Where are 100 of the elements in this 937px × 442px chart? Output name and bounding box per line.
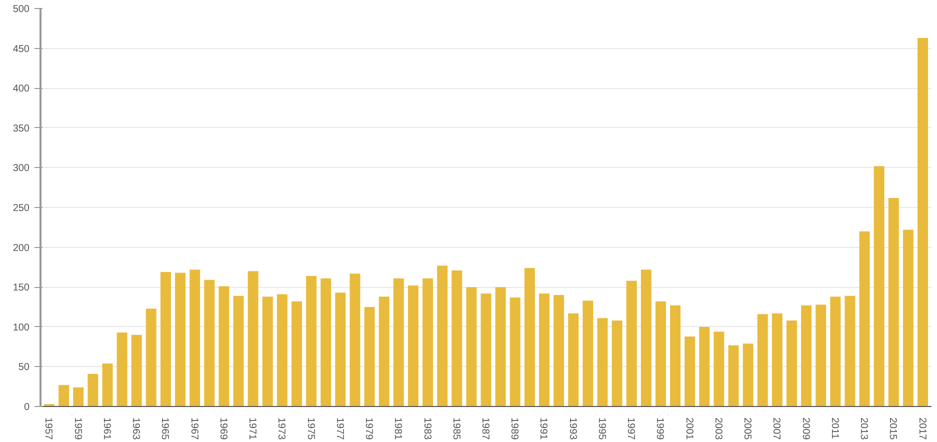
x-tick-label: 2007 — [770, 418, 782, 440]
bar — [408, 286, 418, 406]
bar — [248, 271, 258, 406]
bar — [378, 296, 390, 406]
x-tick-label: 1997 — [625, 418, 636, 440]
x-tick-label: 1965 — [159, 418, 170, 440]
x-tick-label: 1993 — [566, 418, 578, 440]
bar — [757, 314, 768, 406]
bar — [742, 344, 754, 406]
bar — [116, 332, 128, 406]
x-tick-label: 1961 — [100, 418, 112, 440]
bar — [888, 198, 899, 406]
x-tick-label: 1967 — [188, 418, 200, 440]
bar — [830, 296, 841, 406]
x-tick-label: 2001 — [683, 418, 694, 440]
bar — [510, 297, 520, 406]
bar — [73, 387, 84, 406]
x-tick-label: 1989 — [508, 418, 520, 440]
bar — [393, 278, 404, 406]
bar — [291, 301, 302, 406]
x-tick-label: 1971 — [246, 418, 258, 440]
y-tick-label: 100 — [12, 322, 30, 334]
x-tick-label: 2009 — [800, 418, 811, 440]
bar — [538, 293, 550, 406]
bar — [233, 296, 244, 406]
x-tick-label: 1973 — [276, 418, 287, 440]
y-tick-label: 50 — [18, 362, 30, 374]
bar — [495, 287, 506, 406]
x-tick-label: 1985 — [450, 418, 462, 440]
bar — [480, 293, 492, 406]
bar — [204, 280, 215, 406]
x-tick-label: 2015 — [887, 418, 898, 440]
x-tick-label: 1987 — [480, 418, 490, 440]
bar — [146, 308, 156, 406]
bar — [437, 266, 448, 406]
bar — [786, 320, 797, 406]
bar — [175, 272, 186, 406]
x-tick-label: 2013 — [858, 418, 870, 440]
bar — [918, 38, 928, 406]
y-tick-label: 250 — [12, 203, 30, 214]
bar — [452, 270, 462, 406]
x-tick-label: 2011 — [828, 418, 840, 440]
bar — [364, 307, 375, 406]
x-tick-label: 1969 — [217, 418, 228, 440]
bar — [218, 286, 230, 406]
bar — [844, 296, 856, 406]
x-tick-label: 1991 — [538, 418, 549, 440]
y-tick-label: 400 — [12, 84, 30, 95]
bar — [190, 270, 200, 406]
bar — [524, 268, 535, 406]
x-tick-label: 2017 — [916, 418, 928, 440]
bar — [801, 305, 812, 406]
y-tick-label: 200 — [12, 242, 30, 254]
y-tick-label: 350 — [12, 123, 30, 134]
bar — [684, 336, 696, 406]
x-tick-label: 1979 — [363, 418, 374, 440]
bar — [874, 166, 884, 406]
bar — [640, 270, 652, 406]
x-tick-label: 1959 — [72, 418, 83, 440]
x-tick-label: 1999 — [654, 418, 666, 440]
x-tick-label: 1983 — [421, 418, 432, 440]
bar — [699, 326, 710, 406]
x-tick-label: 1977 — [334, 418, 345, 440]
bar — [816, 304, 826, 406]
bar — [554, 295, 564, 406]
bar — [320, 278, 332, 406]
bar — [714, 332, 724, 406]
y-tick-label: 450 — [12, 44, 30, 55]
bar — [350, 274, 360, 406]
bar — [612, 320, 622, 406]
bar — [582, 300, 594, 406]
bar — [306, 276, 317, 406]
bar — [568, 313, 579, 406]
bar — [160, 272, 171, 406]
bar — [102, 364, 113, 406]
bar — [422, 278, 434, 406]
y-tick-label: 500 — [12, 4, 30, 15]
bar — [902, 230, 914, 406]
y-tick-label: 0 — [24, 402, 30, 413]
bar — [276, 294, 288, 406]
x-tick-label: 1995 — [596, 418, 607, 440]
bar — [597, 318, 608, 406]
bar — [772, 313, 782, 406]
bar — [131, 334, 142, 406]
bar — [335, 292, 346, 406]
x-tick-label: 1975 — [304, 418, 316, 440]
bar — [626, 280, 637, 406]
bar — [670, 305, 681, 406]
x-tick-label: 1957 — [42, 418, 54, 440]
bar — [262, 296, 273, 406]
x-tick-label: 2003 — [712, 418, 724, 440]
bar — [58, 385, 70, 406]
y-tick-label: 150 — [12, 282, 30, 294]
bar — [859, 231, 870, 406]
x-tick-label: 2005 — [742, 418, 753, 440]
x-tick-label: 1981 — [392, 418, 404, 440]
bar — [466, 287, 477, 406]
x-tick-label: 1963 — [130, 418, 142, 440]
bar — [88, 374, 98, 406]
bar — [728, 345, 739, 406]
